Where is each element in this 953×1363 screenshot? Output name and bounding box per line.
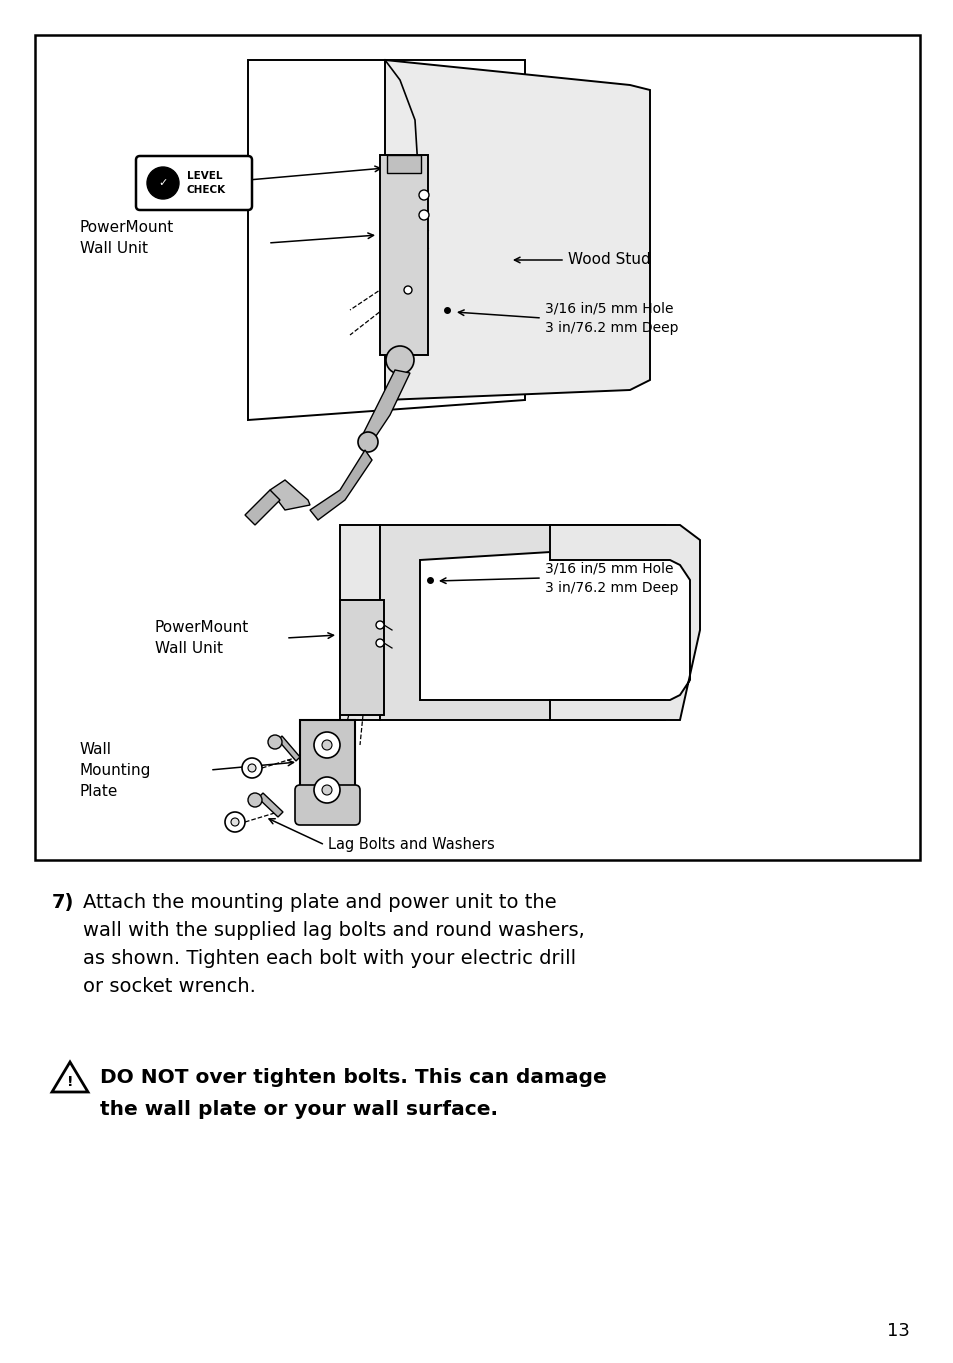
Polygon shape xyxy=(52,1062,88,1092)
Circle shape xyxy=(418,189,429,200)
Circle shape xyxy=(231,818,239,826)
Polygon shape xyxy=(359,369,410,444)
Polygon shape xyxy=(310,450,372,521)
Circle shape xyxy=(357,432,377,453)
FancyBboxPatch shape xyxy=(136,155,252,210)
Circle shape xyxy=(386,346,414,373)
Text: 3/16 in/5 mm Hole
3 in/76.2 mm Deep: 3/16 in/5 mm Hole 3 in/76.2 mm Deep xyxy=(544,301,678,335)
Circle shape xyxy=(375,639,384,647)
Bar xyxy=(299,720,355,821)
Bar xyxy=(387,155,420,173)
Text: Wall
Mounting
Plate: Wall Mounting Plate xyxy=(80,741,152,799)
Text: 7): 7) xyxy=(52,893,74,912)
Text: Lag Bolts and Washers: Lag Bolts and Washers xyxy=(328,837,495,852)
FancyBboxPatch shape xyxy=(294,785,359,825)
Circle shape xyxy=(268,735,282,750)
Polygon shape xyxy=(248,60,524,420)
Text: 13: 13 xyxy=(886,1322,909,1340)
Polygon shape xyxy=(385,60,649,399)
Circle shape xyxy=(147,168,179,199)
Text: LEVEL: LEVEL xyxy=(187,170,222,181)
Text: Attach the mounting plate and power unit to the
wall with the supplied lag bolts: Attach the mounting plate and power unit… xyxy=(83,893,584,996)
Polygon shape xyxy=(257,793,283,816)
Circle shape xyxy=(314,777,339,803)
Text: !: ! xyxy=(67,1075,73,1089)
Text: PowerMount
Wall Unit: PowerMount Wall Unit xyxy=(80,219,174,256)
Circle shape xyxy=(375,622,384,628)
Circle shape xyxy=(322,785,332,795)
Polygon shape xyxy=(339,525,379,720)
Polygon shape xyxy=(245,491,280,525)
Circle shape xyxy=(322,740,332,750)
Circle shape xyxy=(403,286,412,294)
Polygon shape xyxy=(277,736,299,761)
Bar xyxy=(35,35,919,860)
Circle shape xyxy=(242,758,262,778)
Text: ✓: ✓ xyxy=(158,179,168,188)
Bar xyxy=(379,155,428,354)
Text: DO NOT over tighten bolts. This can damage: DO NOT over tighten bolts. This can dama… xyxy=(100,1069,606,1088)
Text: 3/16 in/5 mm Hole
3 in/76.2 mm Deep: 3/16 in/5 mm Hole 3 in/76.2 mm Deep xyxy=(544,562,678,594)
Polygon shape xyxy=(270,480,310,510)
Bar xyxy=(339,600,384,716)
Text: PowerMount
Wall Unit: PowerMount Wall Unit xyxy=(154,620,249,656)
Text: Wood Stud: Wood Stud xyxy=(567,252,650,267)
Polygon shape xyxy=(379,525,664,720)
Circle shape xyxy=(248,765,255,771)
Text: CHECK: CHECK xyxy=(187,185,226,195)
Circle shape xyxy=(225,812,245,831)
Polygon shape xyxy=(550,525,700,720)
Text: the wall plate or your wall surface.: the wall plate or your wall surface. xyxy=(100,1100,497,1119)
Circle shape xyxy=(418,210,429,219)
Circle shape xyxy=(248,793,262,807)
Circle shape xyxy=(314,732,339,758)
